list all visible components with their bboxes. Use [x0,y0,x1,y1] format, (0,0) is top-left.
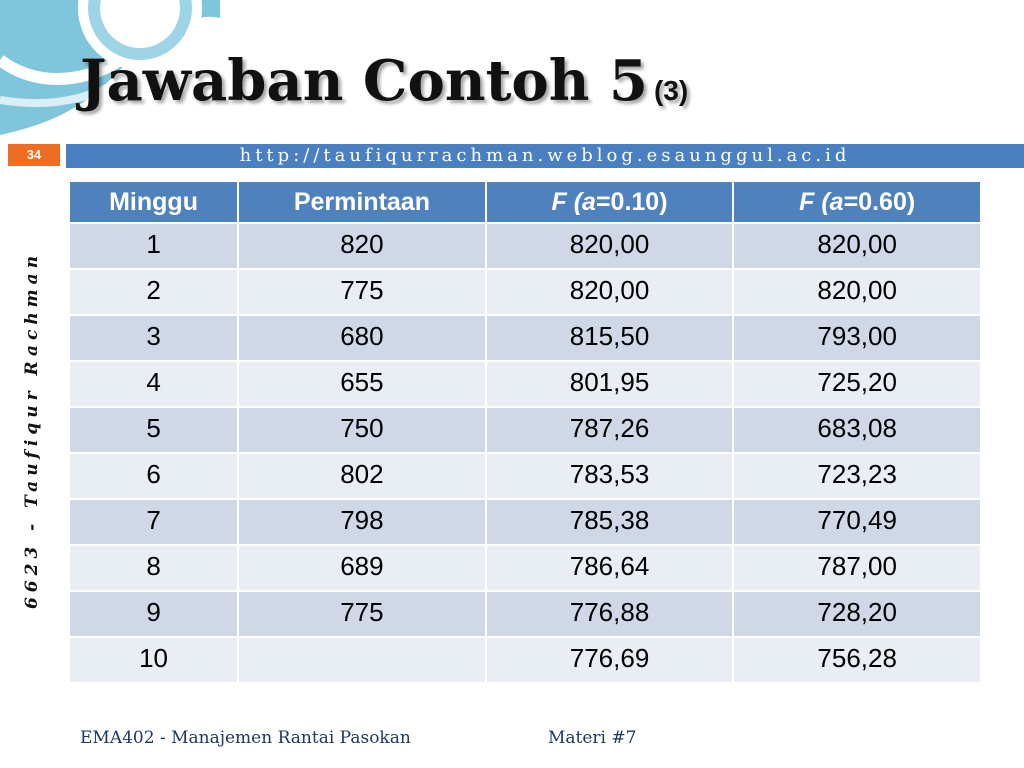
cell-permintaan: 820 [239,224,485,268]
cell-f-060: 787,00 [734,546,980,590]
cell-f-060: 756,28 [734,638,980,682]
cell-f-060: 770,49 [734,500,980,544]
page-number-badge: 34 [8,144,60,166]
column-header-permintaan: Permintaan [239,182,485,222]
cell-f-060: 820,00 [734,224,980,268]
table-row: 3 680 815,50 793,00 [70,316,980,360]
cell-f-060: 725,20 [734,362,980,406]
cell-f-060: 683,08 [734,408,980,452]
cell-minggu: 7 [70,500,238,544]
cell-permintaan: 655 [239,362,485,406]
table-row: 6 802 783,53 723,23 [70,454,980,498]
cell-f-010: 787,26 [486,408,733,452]
slide-title: Jawaban Contoh 5 (3) [80,46,688,126]
table-header-row: Minggu Permintaan F (a=0.10) F (a=0.60) [70,182,980,222]
cell-f-010: 820,00 [486,224,733,268]
cell-f-010: 786,64 [486,546,733,590]
cell-minggu: 4 [70,362,238,406]
slide-title-sub: (3) [653,75,689,106]
footer-materi-label: Materi #7 [548,728,637,748]
cell-permintaan: 775 [239,592,485,636]
cell-permintaan: 750 [239,408,485,452]
slide-title-main: Jawaban Contoh 5 [80,48,648,114]
url-banner: http://taufiqurrachman.weblog.esaunggul.… [66,144,1024,168]
table-row: 10 776,69 756,28 [70,638,980,682]
cell-f-010: 785,38 [486,500,733,544]
cell-f-010: 820,00 [486,270,733,314]
column-header-minggu: Minggu [70,182,238,222]
cell-minggu: 5 [70,408,238,452]
cell-permintaan: 798 [239,500,485,544]
footer-course-label: EMA402 - Manajemen Rantai Pasokan [80,728,411,748]
cell-permintaan: 689 [239,546,485,590]
cell-minggu: 6 [70,454,238,498]
cell-f-010: 783,53 [486,454,733,498]
cell-minggu: 1 [70,224,238,268]
cell-permintaan: 802 [239,454,485,498]
cell-f-060: 820,00 [734,270,980,314]
forecast-table: Minggu Permintaan F (a=0.10) F (a=0.60) … [68,180,982,684]
cell-permintaan [239,638,485,682]
table-row: 4 655 801,95 725,20 [70,362,980,406]
cell-minggu: 10 [70,638,238,682]
cell-permintaan: 680 [239,316,485,360]
table-row: 5 750 787,26 683,08 [70,408,980,452]
cell-f-010: 776,69 [486,638,733,682]
column-header-f-alpha-010: F (a=0.10) [486,182,733,222]
column-header-f-alpha-060: F (a=0.60) [734,182,980,222]
table-row: 7 798 785,38 770,49 [70,500,980,544]
cell-f-010: 815,50 [486,316,733,360]
table-row: 9 775 776,88 728,20 [70,592,980,636]
cell-f-060: 728,20 [734,592,980,636]
cell-f-060: 793,00 [734,316,980,360]
cell-minggu: 8 [70,546,238,590]
cell-f-010: 801,95 [486,362,733,406]
cell-permintaan: 775 [239,270,485,314]
cell-minggu: 9 [70,592,238,636]
cell-f-060: 723,23 [734,454,980,498]
cell-minggu: 2 [70,270,238,314]
vertical-author-label: 6623 - Taufiqur Rachman [20,120,44,740]
cell-minggu: 3 [70,316,238,360]
cell-f-010: 776,88 [486,592,733,636]
table-row: 8 689 786,64 787,00 [70,546,980,590]
author-text: 6623 - Taufiqur Rachman [22,250,43,610]
table-row: 2 775 820,00 820,00 [70,270,980,314]
table-row: 1 820 820,00 820,00 [70,224,980,268]
decorative-swirl-graphic [0,0,220,135]
